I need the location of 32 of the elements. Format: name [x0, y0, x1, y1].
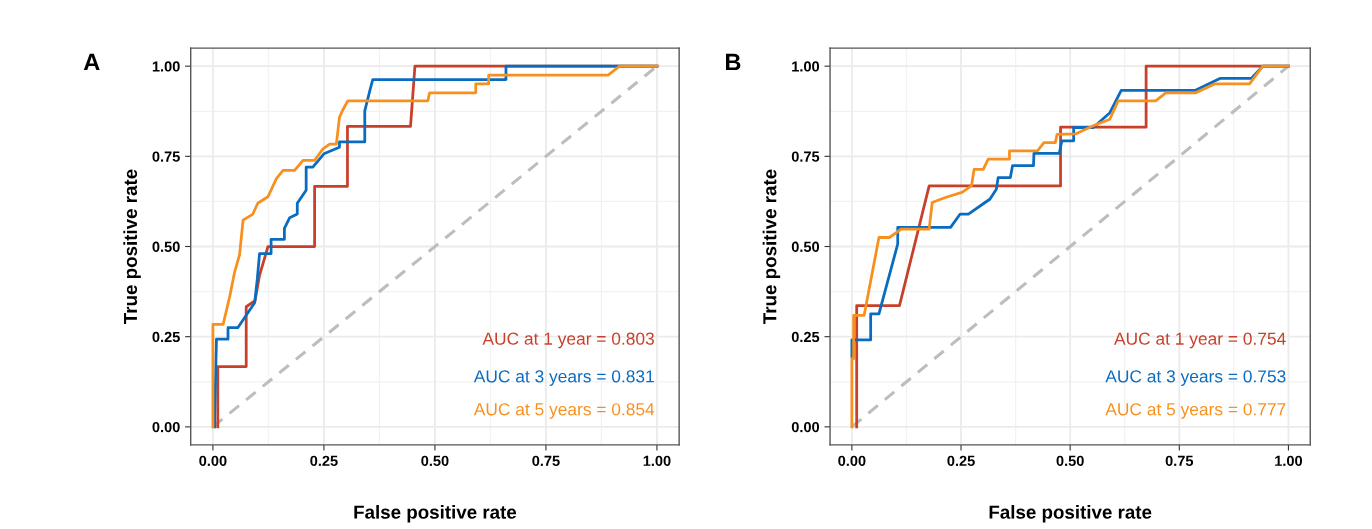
x-tick-label: 0.75 — [1165, 455, 1194, 467]
chart-title: A — [83, 53, 100, 71]
y-tick-label: 0.50 — [152, 241, 180, 252]
y-tick-label: 1.00 — [152, 61, 180, 72]
x-tick-label: 1.00 — [1275, 455, 1303, 467]
annotation: AUC at 5 years = 0.854 — [473, 403, 655, 419]
y-tick-label: 0.75 — [152, 151, 180, 162]
y-tick-label: 0.25 — [152, 331, 180, 343]
annotation: AUC at 3 years = 0.831 — [473, 370, 654, 386]
chart-title: B — [725, 53, 741, 71]
x-tick-label: 0.50 — [421, 455, 449, 467]
y-tick-label: 0.25 — [791, 331, 820, 343]
annotation: AUC at 1 year = 0.754 — [1114, 332, 1286, 349]
annotation: AUC at 3 years = 0.753 — [1105, 370, 1286, 386]
y-tick-label: 0.00 — [152, 421, 180, 433]
x-tick-label: 0.75 — [532, 455, 560, 467]
y-tick-label: 1.00 — [792, 61, 820, 72]
x-axis-title: False positive rate — [354, 505, 517, 523]
x-tick-label: 0.50 — [1056, 455, 1084, 467]
annotation: AUC at 5 years = 0.777 — [1105, 403, 1286, 419]
x-axis-title: False positive rate — [989, 505, 1152, 523]
x-tick-label: 0.25 — [947, 455, 975, 467]
x-tick-label: 0.00 — [199, 455, 227, 467]
x-tick-label: 0.00 — [838, 455, 866, 467]
y-tick-label: 0.50 — [791, 241, 820, 252]
annotation: AUC at 1 year = 0.803 — [482, 332, 654, 349]
y-tick-label: 0.00 — [791, 421, 820, 433]
x-tick-label: 1.00 — [643, 455, 671, 467]
y-tick-label: 0.75 — [791, 151, 820, 162]
y-axis-title: True positive rate — [762, 169, 781, 324]
y-axis-title: True positive rate — [123, 169, 141, 324]
x-tick-label: 0.25 — [310, 455, 338, 467]
